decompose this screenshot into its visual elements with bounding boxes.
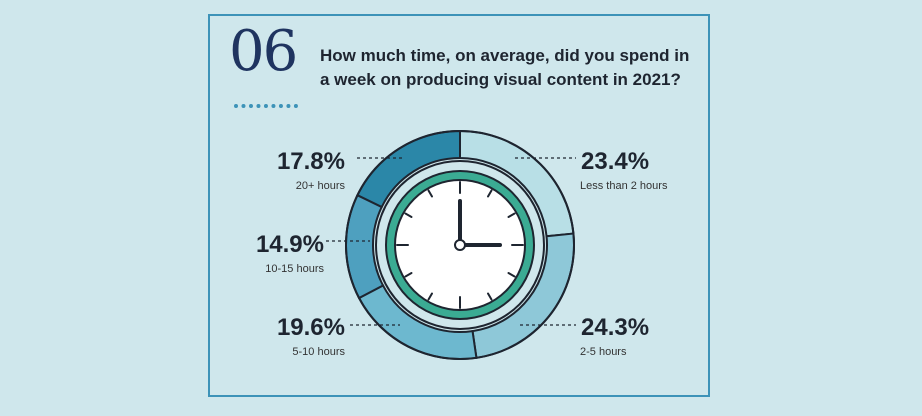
section-number: 06 [229, 19, 298, 84]
pct-label-lt2: 23.4% [581, 148, 650, 175]
cap-label-lt2: Less than 2 hours [580, 180, 668, 192]
pct-label-20plus: 17.8% [276, 148, 345, 175]
clock-tick [427, 189, 433, 198]
clock-tick [404, 272, 413, 278]
clock-tick [404, 212, 413, 218]
survey-question: How much time, on average, did you spend… [320, 46, 690, 89]
cap-label-2-5: 2-5 hours [580, 346, 627, 358]
cap-label-5-10: 5-10 hours [292, 346, 345, 358]
clock-tick [487, 189, 493, 198]
clock-tick [487, 292, 493, 301]
clock-tick [507, 212, 516, 218]
clock-tick [427, 292, 433, 301]
pct-label-2-5: 24.3% [581, 314, 650, 341]
pct-label-10-15: 14.9% [255, 231, 324, 258]
cap-label-10-15: 10-15 hours [265, 263, 324, 275]
dotted-divider [234, 104, 298, 114]
donut-outline [345, 130, 575, 360]
clock-tick [507, 272, 516, 278]
clock-pivot [454, 239, 466, 251]
pct-label-5-10: 19.6% [276, 314, 345, 341]
cap-label-20plus: 20+ hours [295, 180, 345, 192]
